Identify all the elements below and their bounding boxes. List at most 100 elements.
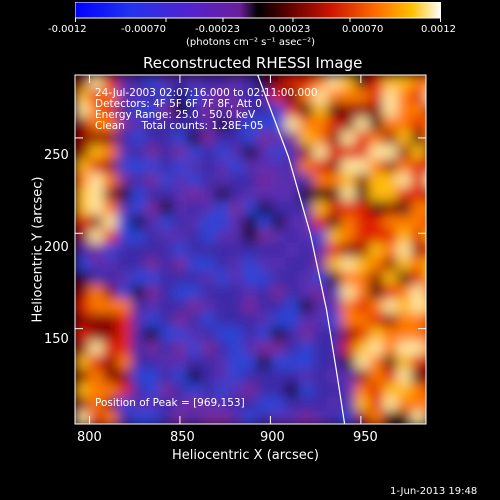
heatmap-cell [131,411,146,424]
heatmap-cell [383,355,398,370]
heatmap-cell [89,341,104,356]
heatmap-cell [173,285,188,300]
heatmap-cell [131,355,146,370]
heatmap-cell [201,285,216,300]
heatmap-cell [229,341,244,356]
heatmap-cell [425,201,426,216]
heatmap-cell [355,117,370,132]
heatmap-cell [425,103,426,118]
heatmap-cell [103,229,118,244]
heatmap-cell [397,201,412,216]
heatmap-cell [89,355,104,370]
heatmap-cell [187,327,202,342]
heatmap-cell [201,327,216,342]
heatmap-cell [383,215,398,230]
heatmap-cell [271,355,286,370]
heatmap-cell [369,201,384,216]
heatmap-cell [411,257,426,272]
heatmap-cell [159,215,174,230]
heatmap-cell [103,103,118,118]
heatmap-cell [257,285,272,300]
heatmap-cell [257,341,272,356]
heatmap-cell [327,383,342,398]
heatmap-cell [159,75,174,90]
heatmap-cell [299,187,314,202]
heatmap-cell [313,271,328,286]
heatmap-cell [327,201,342,216]
heatmap-cell [131,103,146,118]
heatmap-cell [425,355,426,370]
heatmap-cell [257,173,272,188]
heatmap-cell [341,257,356,272]
heatmap-cell [229,369,244,384]
heatmap-cell [299,369,314,384]
heatmap-cell [117,369,132,384]
heatmap-cell [257,257,272,272]
heatmap-cell [397,271,412,286]
heatmap-cell [103,75,118,90]
heatmap-cell [229,201,244,216]
heatmap-cell [299,271,314,286]
heatmap-cell [355,369,370,384]
colorbar-tick-6: 0.0012 [421,24,456,35]
heatmap-cell [271,145,286,160]
heatmap-cell [257,187,272,202]
heatmap-cell [369,89,384,104]
heatmap-cell [313,327,328,342]
heatmap-cell [383,159,398,174]
heatmap-cell [159,327,174,342]
heatmap-cell [131,327,146,342]
heatmap-cell [313,313,328,328]
heatmap-cell [75,411,90,424]
heatmap-cell [75,229,90,244]
heatmap-cell [327,369,342,384]
heatmap-cell [145,411,160,424]
heatmap-cell [145,89,160,104]
heatmap-cell [131,341,146,356]
heatmap-cell [201,229,216,244]
heatmap-cell [187,103,202,118]
heatmap-cell [145,173,160,188]
heatmap-cell [229,145,244,160]
heatmap-cell [201,355,216,370]
heatmap-cell [411,187,426,202]
heatmap-cell [159,201,174,216]
heatmap-cell [159,285,174,300]
heatmap-cell [313,131,328,146]
heatmap-cell [355,145,370,160]
heatmap-cell [369,285,384,300]
heatmap-cell [243,173,258,188]
heatmap-cell [397,299,412,314]
heatmap-cell [243,271,258,286]
heatmap-cell [425,369,426,384]
annotation-time-range: 24-Jul-2003 02:07:16.000 to 02:11:00.000 [95,87,318,99]
heatmap-cell [271,159,286,174]
heatmap-cell [411,397,426,412]
heatmap-cell [383,131,398,146]
heatmap-cell [369,341,384,356]
heatmap-cell [271,201,286,216]
heatmap-cell [369,131,384,146]
heatmap-cell [299,341,314,356]
heatmap-cell [89,75,104,90]
heatmap-cell [369,313,384,328]
heatmap-cell [383,299,398,314]
heatmap-cell [187,215,202,230]
heatmap-cell [159,131,174,146]
heatmap-cell [299,285,314,300]
colorbar-tick-1: -0.0012 [48,24,87,35]
heatmap-cell [75,89,90,104]
heatmap-cell [257,243,272,258]
heatmap-cell [75,257,90,272]
heatmap-cell [103,145,118,160]
heatmap-cell [355,257,370,272]
heatmap-cell [229,187,244,202]
heatmap-cell [89,383,104,398]
heatmap-cell [103,383,118,398]
heatmap-cell [299,397,314,412]
heatmap-cell [327,299,342,314]
heatmap-cell [341,89,356,104]
heatmap-cell [383,383,398,398]
heatmap-cell [327,131,342,146]
heatmap-cell [299,411,314,424]
